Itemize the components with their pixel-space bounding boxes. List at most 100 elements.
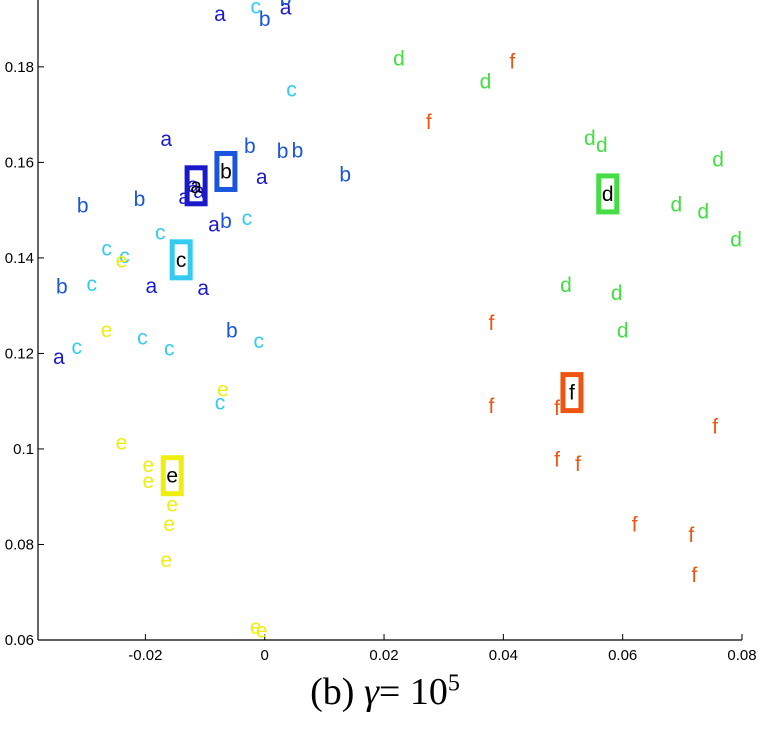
data-point-a: a	[160, 128, 172, 151]
data-point-d: d	[697, 201, 709, 224]
data-point-e: e	[163, 513, 175, 536]
data-point-e: e	[256, 619, 268, 642]
caption-exponent: 5	[447, 670, 460, 697]
data-point-c: c	[86, 273, 97, 296]
data-point-e: e	[250, 616, 262, 639]
data-point-b: b	[56, 276, 68, 299]
cluster-center-box-a	[184, 165, 208, 207]
data-point-c: c	[137, 327, 148, 350]
data-point-a: a	[280, 0, 292, 20]
data-point-b: b	[77, 194, 89, 217]
data-point-a: a	[193, 180, 205, 203]
x-tick-label: 0.04	[489, 647, 518, 664]
data-point-d: d	[480, 71, 492, 94]
y-tick-label: 0.18	[5, 59, 34, 76]
data-point-f: f	[489, 312, 495, 335]
data-point-f: f	[688, 524, 694, 547]
data-point-d: d	[393, 48, 405, 71]
data-point-b: b	[277, 140, 289, 163]
data-point-c: c	[251, 0, 262, 19]
cluster-center-label-c: c	[176, 249, 187, 272]
cluster-center-label-b: b	[220, 160, 232, 183]
cluster-center-box-b	[214, 150, 238, 192]
data-point-b: b	[226, 320, 238, 343]
data-point-d: d	[617, 320, 629, 343]
data-point-c: c	[155, 222, 166, 245]
data-point-f: f	[691, 564, 697, 587]
data-point-b: b	[259, 8, 271, 31]
x-tick-label: 0.06	[608, 647, 637, 664]
data-point-c: c	[215, 392, 226, 415]
y-ticks: 0.06 0.08 0.1 0.12 0.14 0.16 0.18	[5, 59, 44, 649]
data-point-a: a	[53, 346, 65, 369]
data-point-e: e	[143, 454, 155, 477]
data-point-f: f	[489, 395, 495, 418]
data-point-c: c	[286, 78, 297, 101]
data-point-c: c	[72, 336, 83, 359]
data-point-c: c	[242, 207, 253, 230]
axes	[37, 0, 742, 641]
data-point-e: e	[166, 493, 178, 516]
data-point-d: d	[730, 228, 742, 251]
y-tick-label: 0.16	[5, 154, 34, 171]
data-point-b: b	[220, 210, 232, 233]
cluster-center-box-c	[169, 239, 193, 281]
data-point-c: c	[253, 330, 264, 353]
data-point-f: f	[632, 513, 638, 536]
data-point-a: a	[214, 3, 226, 26]
data-point-e: e	[116, 249, 128, 272]
caption-gamma-symbol: γ	[363, 671, 379, 713]
data-point-d: d	[584, 127, 596, 150]
data-point-d: d	[671, 193, 683, 216]
caption-prefix: (b)	[310, 671, 355, 713]
data-point-a: a	[256, 166, 268, 189]
data-point-f: f	[554, 397, 560, 420]
cluster-center-label-e: e	[166, 465, 178, 488]
data-point-c: c	[101, 237, 112, 260]
caption-equals: =	[378, 671, 401, 713]
y-tick-label: 0.14	[5, 250, 34, 267]
caption-base: 10	[409, 671, 448, 713]
x-tick-label: -0.02	[128, 647, 162, 664]
data-point-f: f	[554, 448, 560, 471]
data-point-a: a	[146, 275, 158, 298]
data-point-b: b	[244, 135, 256, 158]
data-point-a: a	[197, 277, 209, 300]
x-tick-label: 0.02	[369, 647, 398, 664]
data-point-b: b	[134, 188, 146, 211]
y-tick-label: 0.08	[5, 536, 34, 553]
data-point-b: b	[292, 139, 304, 162]
x-ticks: -0.02 0 0.02 0.04 0.06 0.08	[128, 634, 757, 664]
data-points: aaaaaaaaaaabbbbbbbbbbbccccccccccccdddddd…	[53, 0, 742, 642]
chart-caption: (b) γ= 105	[0, 670, 770, 714]
data-point-d: d	[611, 282, 623, 305]
cluster-center-label-a: a	[190, 175, 202, 198]
data-point-d: d	[596, 134, 608, 157]
x-tick-label: 0	[261, 647, 269, 664]
y-tick-label: 0.06	[5, 632, 34, 649]
data-point-e: e	[101, 319, 113, 342]
data-point-f: f	[426, 111, 432, 134]
data-point-f: f	[575, 453, 581, 476]
data-point-a: a	[187, 174, 199, 197]
data-point-f: f	[712, 416, 718, 439]
cluster-center-box-f	[560, 372, 584, 414]
data-point-d: d	[712, 149, 724, 172]
data-point-b: b	[280, 0, 292, 10]
data-point-e: e	[143, 470, 155, 493]
cluster-center-box-e	[160, 455, 184, 497]
x-tick-label: 0.08	[727, 647, 756, 664]
y-tick-label: 0.1	[13, 441, 34, 458]
data-point-b: b	[339, 163, 351, 186]
data-point-a: a	[208, 213, 220, 236]
y-tick-label: 0.12	[5, 345, 34, 362]
cluster-center-box-d	[596, 173, 620, 215]
data-point-f: f	[509, 51, 515, 74]
data-point-e: e	[217, 378, 229, 401]
cluster-center-label-f: f	[569, 382, 575, 405]
cluster-center-label-d: d	[602, 183, 614, 206]
data-point-e: e	[160, 549, 172, 572]
data-point-e: e	[116, 432, 128, 455]
data-point-c: c	[119, 245, 130, 268]
